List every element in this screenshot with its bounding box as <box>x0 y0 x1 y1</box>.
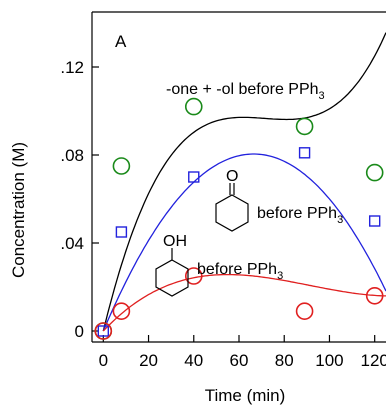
series-1-point <box>112 157 131 175</box>
annotation-ketone-text: before PPh <box>257 205 337 222</box>
series-2-point <box>298 147 311 159</box>
x-tick-label: 40 <box>184 351 203 370</box>
panel-label: A <box>115 32 127 51</box>
series-3-point <box>295 302 314 321</box>
fit-curves <box>102 32 386 332</box>
data-markers <box>94 97 384 340</box>
y-axis-title: Concentration (M) <box>9 142 28 278</box>
x-axis-title: Time (min) <box>205 386 286 405</box>
series-3-point <box>365 286 384 305</box>
x-tick-label: 100 <box>315 351 343 370</box>
annotation-alcohol: before PPh3 <box>197 261 283 282</box>
series-1-point <box>184 97 203 116</box>
series-1-point <box>365 163 384 182</box>
x-tick-label: 20 <box>139 351 158 370</box>
fit-curve-3 <box>102 273 386 332</box>
y-tick-label: 0 <box>75 322 84 341</box>
series-2-point <box>188 171 200 183</box>
fit-curve-1 <box>102 32 386 332</box>
cyclohexanone-structure <box>215 183 249 232</box>
plot-frame <box>91 11 386 343</box>
annotation-ketone-alcohol-text: -one + -ol before PPh <box>166 81 319 98</box>
fit-curve-2 <box>102 153 386 332</box>
annotation-alcohol-subscript: 3 <box>277 270 283 282</box>
series-3-point <box>184 267 203 285</box>
y-tick-label: .08 <box>60 146 84 165</box>
series-3-point <box>112 302 131 321</box>
annotation-ketone-alcohol: -one + -ol before PPh3 <box>166 81 325 102</box>
series-3-point <box>94 322 113 340</box>
annotation-alcohol-text: before PPh <box>197 261 277 278</box>
ketone-oxygen-label: O <box>226 168 238 185</box>
y-tick-label: .04 <box>60 234 84 253</box>
x-tick-label: 80 <box>275 351 294 370</box>
series-2-point <box>368 215 381 227</box>
annotation-ketone-alcohol-subscript: 3 <box>319 90 325 102</box>
series-2-point <box>97 325 110 337</box>
axis-ticks: 0 .04 .08 .12 0 20 40 60 80 100 120 <box>60 58 386 370</box>
series-1-point <box>295 117 314 136</box>
y-tick-label: .12 <box>60 58 84 77</box>
x-tick-label: 60 <box>230 351 249 370</box>
series-2-point <box>115 226 128 238</box>
annotation-ketone-subscript: 3 <box>337 214 343 226</box>
x-tick-label: 120 <box>361 351 386 370</box>
annotation-ketone: before PPh3 <box>257 205 343 226</box>
cyclohexanol-structure <box>155 248 189 297</box>
x-tick-label: 0 <box>99 351 108 370</box>
alcohol-hydroxyl-label: OH <box>163 233 187 250</box>
